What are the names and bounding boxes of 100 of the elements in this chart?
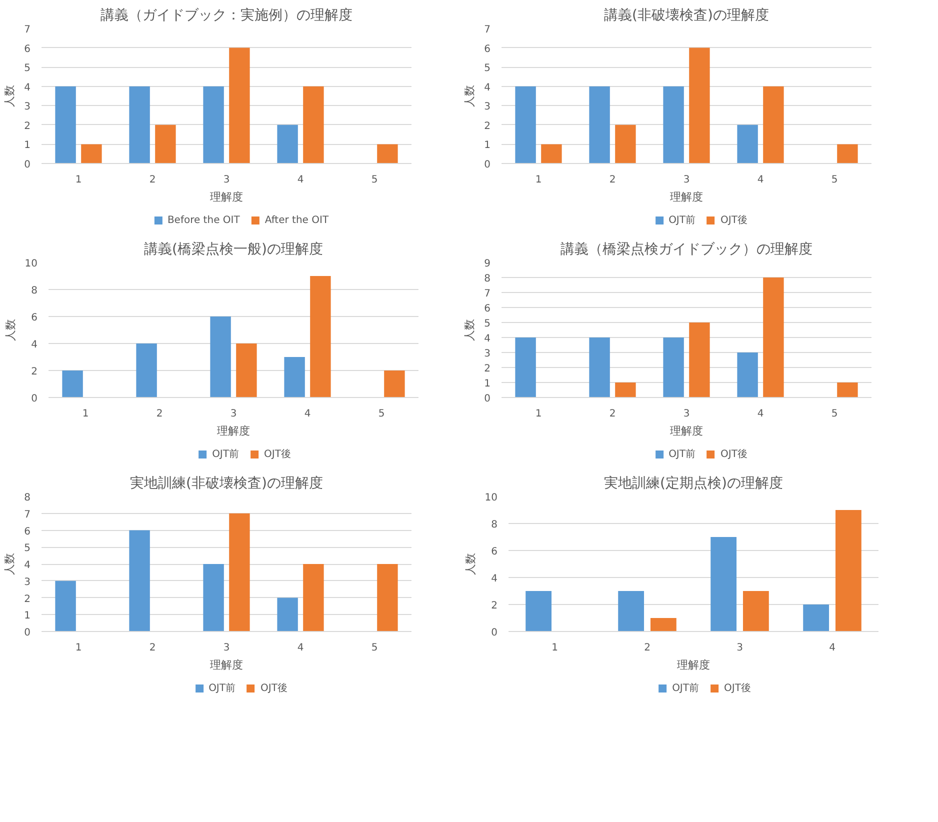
y-tick-label: 0 (491, 628, 498, 638)
bar (835, 510, 862, 632)
x-axis-title: 理解度 (670, 424, 703, 438)
bar (763, 86, 784, 164)
y-tick-label: 8 (484, 274, 491, 284)
bar (277, 598, 298, 632)
bar (803, 604, 830, 632)
x-tick-label: 4 (297, 642, 304, 654)
bar (81, 144, 102, 164)
x-tick-label: 1 (82, 408, 89, 420)
y-tick-label: 2 (31, 366, 38, 378)
x-axis-title: 理解度 (210, 658, 243, 672)
y-axis-title: 人数 (464, 553, 477, 575)
bar (515, 338, 536, 398)
bar (663, 86, 684, 164)
x-axis-title: 理解度 (217, 424, 250, 438)
y-tick-label: 7 (24, 509, 31, 520)
y-tick-label: 9 (484, 258, 491, 270)
x-tick-label: 3 (736, 642, 743, 654)
bar (55, 580, 76, 632)
x-tick-label: 1 (75, 174, 82, 186)
y-tick-label: 1 (484, 140, 491, 152)
x-tick-label: 5 (831, 174, 838, 186)
x-tick-label: 4 (829, 642, 836, 654)
bar (742, 591, 769, 632)
bar (663, 338, 684, 398)
y-tick-label: 0 (24, 160, 31, 170)
y-tick-label: 4 (484, 82, 491, 94)
x-tick-label: 3 (683, 408, 690, 420)
bar (837, 144, 858, 164)
x-tick-label: 1 (75, 642, 82, 654)
bar (384, 370, 405, 398)
bar (615, 124, 636, 164)
x-axis-title: 理解度 (677, 658, 710, 672)
y-axis-title: 人数 (463, 319, 476, 341)
x-tick-label: 3 (230, 408, 237, 420)
x-tick-label: 2 (149, 174, 156, 186)
bar (62, 370, 83, 398)
x-axis-title: 理解度 (210, 190, 243, 204)
y-tick-label: 4 (24, 82, 31, 94)
bar (689, 322, 710, 398)
bar (284, 357, 305, 398)
bar (589, 338, 610, 398)
y-tick-label: 6 (31, 312, 38, 324)
y-tick-label: 2 (484, 120, 491, 132)
x-tick-label: 5 (378, 408, 385, 420)
y-tick-label: 6 (484, 44, 491, 55)
bar (55, 86, 76, 164)
chart-title: 講義(橋梁点検一般)の理解度 (144, 242, 323, 258)
x-tick-label: 3 (223, 174, 230, 186)
legend-label: OJT後 (724, 682, 751, 695)
y-tick-label: 5 (24, 63, 31, 74)
chart-title: 講義(非破壊検査)の理解度 (604, 8, 769, 24)
bar (203, 86, 224, 164)
bar (210, 316, 231, 398)
legend-label: OJT後 (720, 214, 748, 227)
bar (303, 564, 324, 632)
legend-label: OJT後 (264, 448, 291, 461)
x-tick-label: 2 (609, 408, 616, 420)
bar (526, 591, 552, 632)
x-tick-label: 1 (552, 642, 558, 654)
bar (377, 564, 398, 632)
bar (650, 618, 676, 632)
legend-label: OJT前 (212, 448, 239, 461)
y-tick-label: 8 (31, 286, 38, 296)
y-axis-title: 人数 (3, 85, 16, 107)
bar (541, 144, 562, 164)
chart-title: 講義（橋梁点検ガイドブック）の理解度 (560, 242, 812, 258)
y-tick-label: 2 (24, 594, 31, 605)
legend-label: Before the OIT (167, 214, 240, 226)
chart-title: 実地訓練(定期点検)の理解度 (604, 476, 783, 492)
bar (618, 591, 644, 632)
y-tick-label: 7 (24, 24, 31, 36)
y-tick-label: 6 (24, 526, 31, 538)
y-tick-label: 6 (491, 546, 498, 558)
bar (377, 144, 398, 164)
y-tick-label: 1 (24, 610, 31, 622)
y-tick-label: 1 (484, 378, 491, 390)
y-tick-label: 0 (484, 394, 491, 404)
x-tick-label: 2 (609, 174, 616, 186)
x-tick-label: 4 (304, 408, 311, 420)
x-tick-label: 2 (149, 642, 156, 654)
chart-title: 実地訓練(非破壊検査)の理解度 (130, 476, 323, 492)
bar (515, 86, 536, 164)
y-tick-label: 4 (491, 574, 498, 584)
y-tick-label: 10 (484, 492, 498, 504)
x-tick-label: 1 (535, 408, 542, 420)
bar (589, 86, 610, 164)
y-tick-label: 6 (484, 304, 491, 314)
y-tick-label: 4 (484, 334, 491, 344)
x-axis-title: 理解度 (670, 190, 703, 204)
y-tick-label: 1 (24, 140, 31, 152)
y-tick-label: 2 (491, 600, 498, 612)
y-tick-label: 0 (31, 394, 38, 404)
bar (129, 530, 150, 632)
bar (310, 276, 331, 398)
y-tick-label: 0 (24, 628, 31, 638)
bar (155, 124, 176, 164)
y-tick-label: 5 (484, 63, 491, 74)
y-tick-label: 7 (484, 24, 491, 36)
